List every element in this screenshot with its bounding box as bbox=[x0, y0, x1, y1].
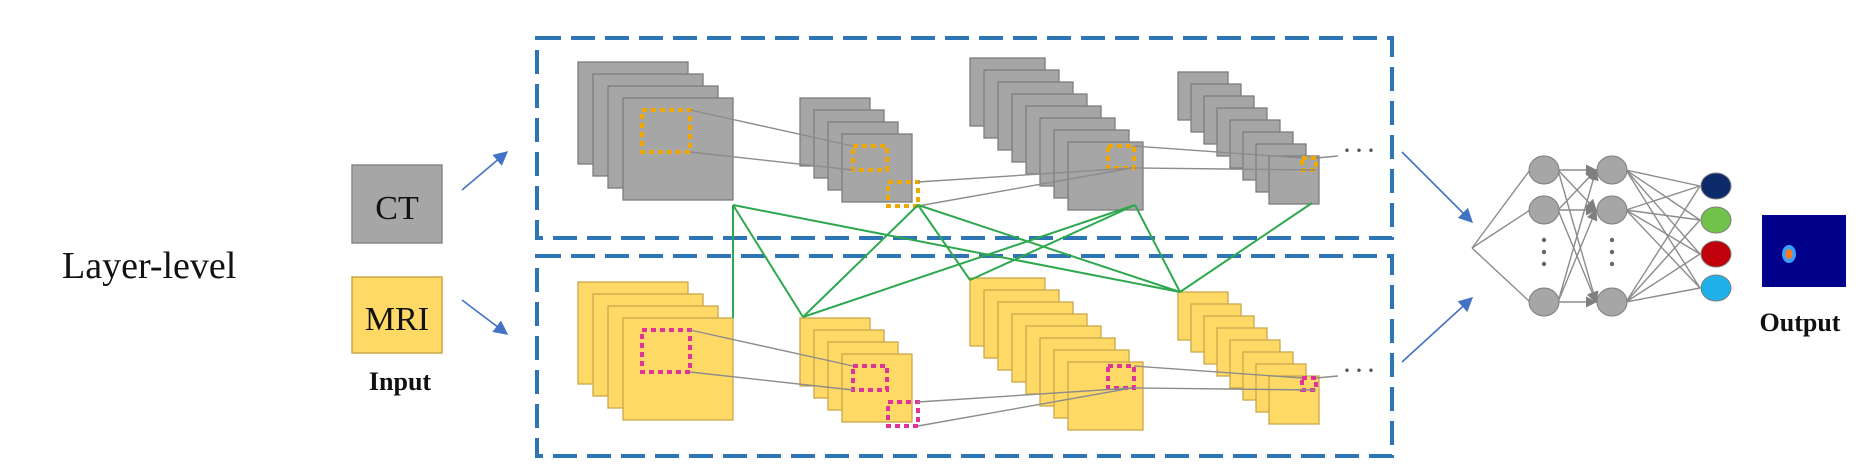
ct-rf-line bbox=[1133, 167, 1317, 171]
fc-edge bbox=[1625, 169, 1701, 255]
mri-stack-1 bbox=[577, 281, 734, 421]
fc-edge bbox=[1471, 209, 1531, 249]
fc-edge bbox=[1557, 168, 1599, 303]
cross-modal-fusion-links bbox=[732, 202, 1313, 318]
mri-rf-line bbox=[917, 387, 1133, 403]
mri-to-fc-arrow bbox=[1401, 297, 1474, 363]
ct-kernel-2a bbox=[851, 144, 889, 172]
fusion-link bbox=[1179, 202, 1313, 293]
fc-edge bbox=[1471, 169, 1531, 249]
mri-rf-line bbox=[689, 371, 854, 391]
ct-rf-line bbox=[689, 109, 854, 147]
fusion-link bbox=[969, 204, 1136, 281]
hidden-layer-ellipsis-dot bbox=[1541, 237, 1547, 243]
ct-rf-line bbox=[917, 167, 1133, 183]
fully-connected-network bbox=[1471, 155, 1732, 317]
mri-input-label: MRI bbox=[365, 301, 429, 338]
mri-kernel-3 bbox=[1106, 364, 1136, 390]
fc-edge bbox=[1625, 169, 1701, 221]
fusion-link bbox=[732, 204, 804, 318]
output-class-neuron bbox=[1700, 172, 1732, 200]
mri-stack-3-map bbox=[1067, 361, 1144, 431]
hidden-layer-ellipsis-dot bbox=[1541, 261, 1547, 267]
segmentation-output-icon bbox=[1762, 215, 1846, 287]
hidden-neuron bbox=[1528, 155, 1560, 185]
mri-kernel-2a bbox=[851, 364, 889, 392]
fusion-link bbox=[802, 204, 919, 318]
ct-stack-2 bbox=[799, 97, 913, 203]
ct-branch-container bbox=[535, 36, 1394, 240]
mri-stack-4-map bbox=[1268, 375, 1320, 425]
ct-feature-maps bbox=[577, 57, 1339, 211]
fc-edge bbox=[1625, 209, 1701, 255]
hidden-neuron bbox=[1528, 195, 1560, 225]
fusion-link bbox=[917, 204, 971, 281]
ct-stack-4-map bbox=[1268, 155, 1320, 205]
hidden-neuron bbox=[1596, 287, 1628, 317]
hidden-layer-ellipsis-dot bbox=[1609, 237, 1615, 243]
ct-kernel-4 bbox=[1300, 156, 1318, 172]
mri-stack-3 bbox=[969, 277, 1144, 431]
fc-edge bbox=[1471, 247, 1531, 303]
ct-stack-3 bbox=[969, 57, 1144, 211]
mri-rf-line bbox=[689, 329, 854, 367]
fc-edge bbox=[1625, 185, 1701, 303]
ct-to-fc-arrow bbox=[1401, 151, 1474, 224]
hidden-neuron bbox=[1596, 155, 1628, 185]
fusion-link bbox=[802, 204, 1136, 318]
mri-feature-maps bbox=[577, 277, 1339, 431]
ct-stack-4 bbox=[1177, 71, 1320, 205]
fusion-link bbox=[732, 204, 1181, 293]
ct-kernel-3 bbox=[1106, 144, 1136, 170]
mri-rf-line bbox=[1133, 387, 1317, 391]
hidden-layer-ellipsis-dot bbox=[1609, 249, 1615, 255]
ct-rf-line bbox=[1133, 145, 1303, 159]
mri-stack-1-map bbox=[622, 317, 734, 421]
fc-edge bbox=[1625, 253, 1701, 303]
mri-stack-4 bbox=[1177, 291, 1320, 425]
output-class-neuron bbox=[1700, 206, 1732, 234]
fc-edge bbox=[1625, 169, 1701, 289]
mri-branch-container bbox=[535, 254, 1394, 458]
diagram-title: Layer-level bbox=[62, 245, 236, 287]
fc-edge bbox=[1625, 209, 1701, 289]
hidden-layer-ellipsis-dot bbox=[1609, 261, 1615, 267]
mri-rf-line bbox=[1315, 375, 1339, 379]
fc-edge bbox=[1625, 219, 1701, 303]
ct-continuation-dots: ··· bbox=[1342, 134, 1378, 167]
fc-edge bbox=[1625, 185, 1701, 211]
ct-rf-line bbox=[689, 151, 854, 171]
ct-rf-line bbox=[1315, 155, 1339, 159]
fc-edge bbox=[1625, 209, 1701, 221]
hidden-layer-ellipsis-dot bbox=[1541, 249, 1547, 255]
ct-input: CT bbox=[351, 164, 443, 244]
mri-rf-line bbox=[917, 387, 1133, 427]
input-caption: Input bbox=[369, 367, 431, 396]
ct-stack-1-map bbox=[622, 97, 734, 201]
ct-rf-line bbox=[917, 167, 1133, 207]
fc-edge bbox=[1625, 169, 1701, 187]
hidden-neuron bbox=[1528, 287, 1560, 317]
output-class-neuron bbox=[1700, 274, 1732, 302]
fusion-link bbox=[1134, 204, 1181, 293]
output-class-neuron bbox=[1700, 240, 1732, 268]
mri-kernel-4 bbox=[1300, 376, 1318, 392]
fc-edge bbox=[1625, 287, 1701, 303]
hidden-neuron bbox=[1596, 195, 1628, 225]
fusion-link bbox=[917, 204, 1181, 293]
mri-rf-line bbox=[1133, 365, 1303, 379]
output-caption: Output bbox=[1760, 308, 1841, 337]
fc-edge bbox=[1557, 208, 1598, 303]
ct-stack-3-map bbox=[1067, 141, 1144, 211]
ct-stack-1 bbox=[577, 61, 734, 201]
mri-input: MRI bbox=[351, 276, 443, 354]
mri-input-arrow bbox=[461, 299, 509, 335]
ct-input-arrow bbox=[461, 151, 509, 191]
mri-stack-2 bbox=[799, 317, 913, 423]
mri-continuation-dots: ··· bbox=[1342, 354, 1378, 387]
ct-input-label: CT bbox=[375, 190, 419, 227]
